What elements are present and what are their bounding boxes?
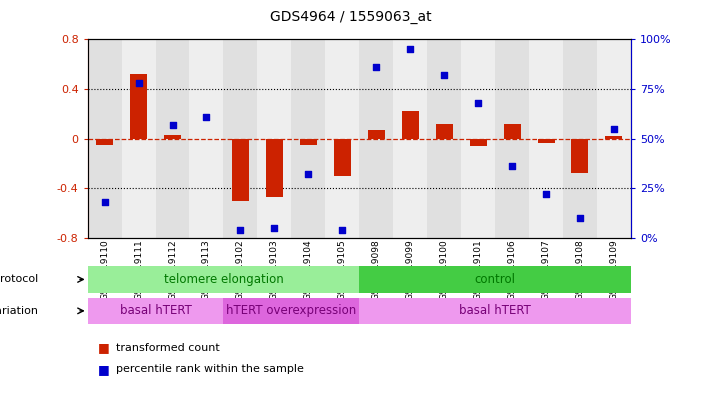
- Point: [336, 227, 348, 233]
- Text: control: control: [475, 273, 515, 286]
- Bar: [495, 39, 529, 238]
- Bar: [563, 39, 597, 238]
- Point: [439, 72, 450, 78]
- Bar: [393, 39, 427, 238]
- Bar: [606, 136, 622, 138]
- Bar: [359, 266, 631, 293]
- Point: [167, 121, 178, 128]
- Point: [404, 46, 416, 52]
- Point: [99, 199, 110, 205]
- Bar: [368, 130, 385, 138]
- Bar: [325, 39, 359, 238]
- Point: [235, 227, 246, 233]
- Point: [608, 125, 620, 132]
- Point: [371, 64, 382, 70]
- Point: [574, 215, 585, 221]
- Bar: [538, 138, 554, 143]
- Bar: [121, 39, 156, 238]
- Bar: [164, 135, 181, 138]
- Bar: [597, 39, 631, 238]
- Point: [540, 191, 552, 197]
- Bar: [427, 39, 461, 238]
- Text: basal hTERT: basal hTERT: [459, 304, 531, 318]
- Text: ■: ■: [98, 363, 110, 376]
- Text: GDS4964 / 1559063_at: GDS4964 / 1559063_at: [270, 10, 431, 24]
- Bar: [334, 138, 350, 176]
- Bar: [130, 74, 147, 138]
- Text: percentile rank within the sample: percentile rank within the sample: [116, 364, 304, 375]
- Text: telomere elongation: telomere elongation: [163, 273, 283, 286]
- Bar: [571, 138, 588, 173]
- Bar: [300, 138, 317, 145]
- Bar: [435, 124, 453, 138]
- Point: [268, 225, 280, 231]
- Bar: [461, 39, 495, 238]
- Bar: [88, 39, 121, 238]
- Bar: [224, 298, 359, 324]
- Point: [303, 171, 314, 177]
- Bar: [189, 39, 224, 238]
- Bar: [470, 138, 486, 146]
- Text: hTERT overexpression: hTERT overexpression: [226, 304, 357, 318]
- Point: [201, 114, 212, 120]
- Bar: [402, 111, 418, 138]
- Text: genotype/variation: genotype/variation: [0, 306, 39, 316]
- Point: [506, 163, 517, 169]
- Bar: [359, 298, 631, 324]
- Text: protocol: protocol: [0, 274, 39, 285]
- Bar: [232, 138, 249, 200]
- Bar: [292, 39, 325, 238]
- Bar: [266, 138, 283, 197]
- Bar: [529, 39, 563, 238]
- Bar: [257, 39, 292, 238]
- Text: transformed count: transformed count: [116, 343, 219, 353]
- Bar: [88, 298, 224, 324]
- Bar: [503, 124, 521, 138]
- Bar: [156, 39, 189, 238]
- Text: basal hTERT: basal hTERT: [120, 304, 191, 318]
- Point: [472, 100, 484, 106]
- Point: [133, 80, 144, 86]
- Bar: [359, 39, 393, 238]
- Bar: [96, 138, 113, 145]
- Text: ■: ■: [98, 341, 110, 354]
- Bar: [88, 266, 359, 293]
- Bar: [224, 39, 257, 238]
